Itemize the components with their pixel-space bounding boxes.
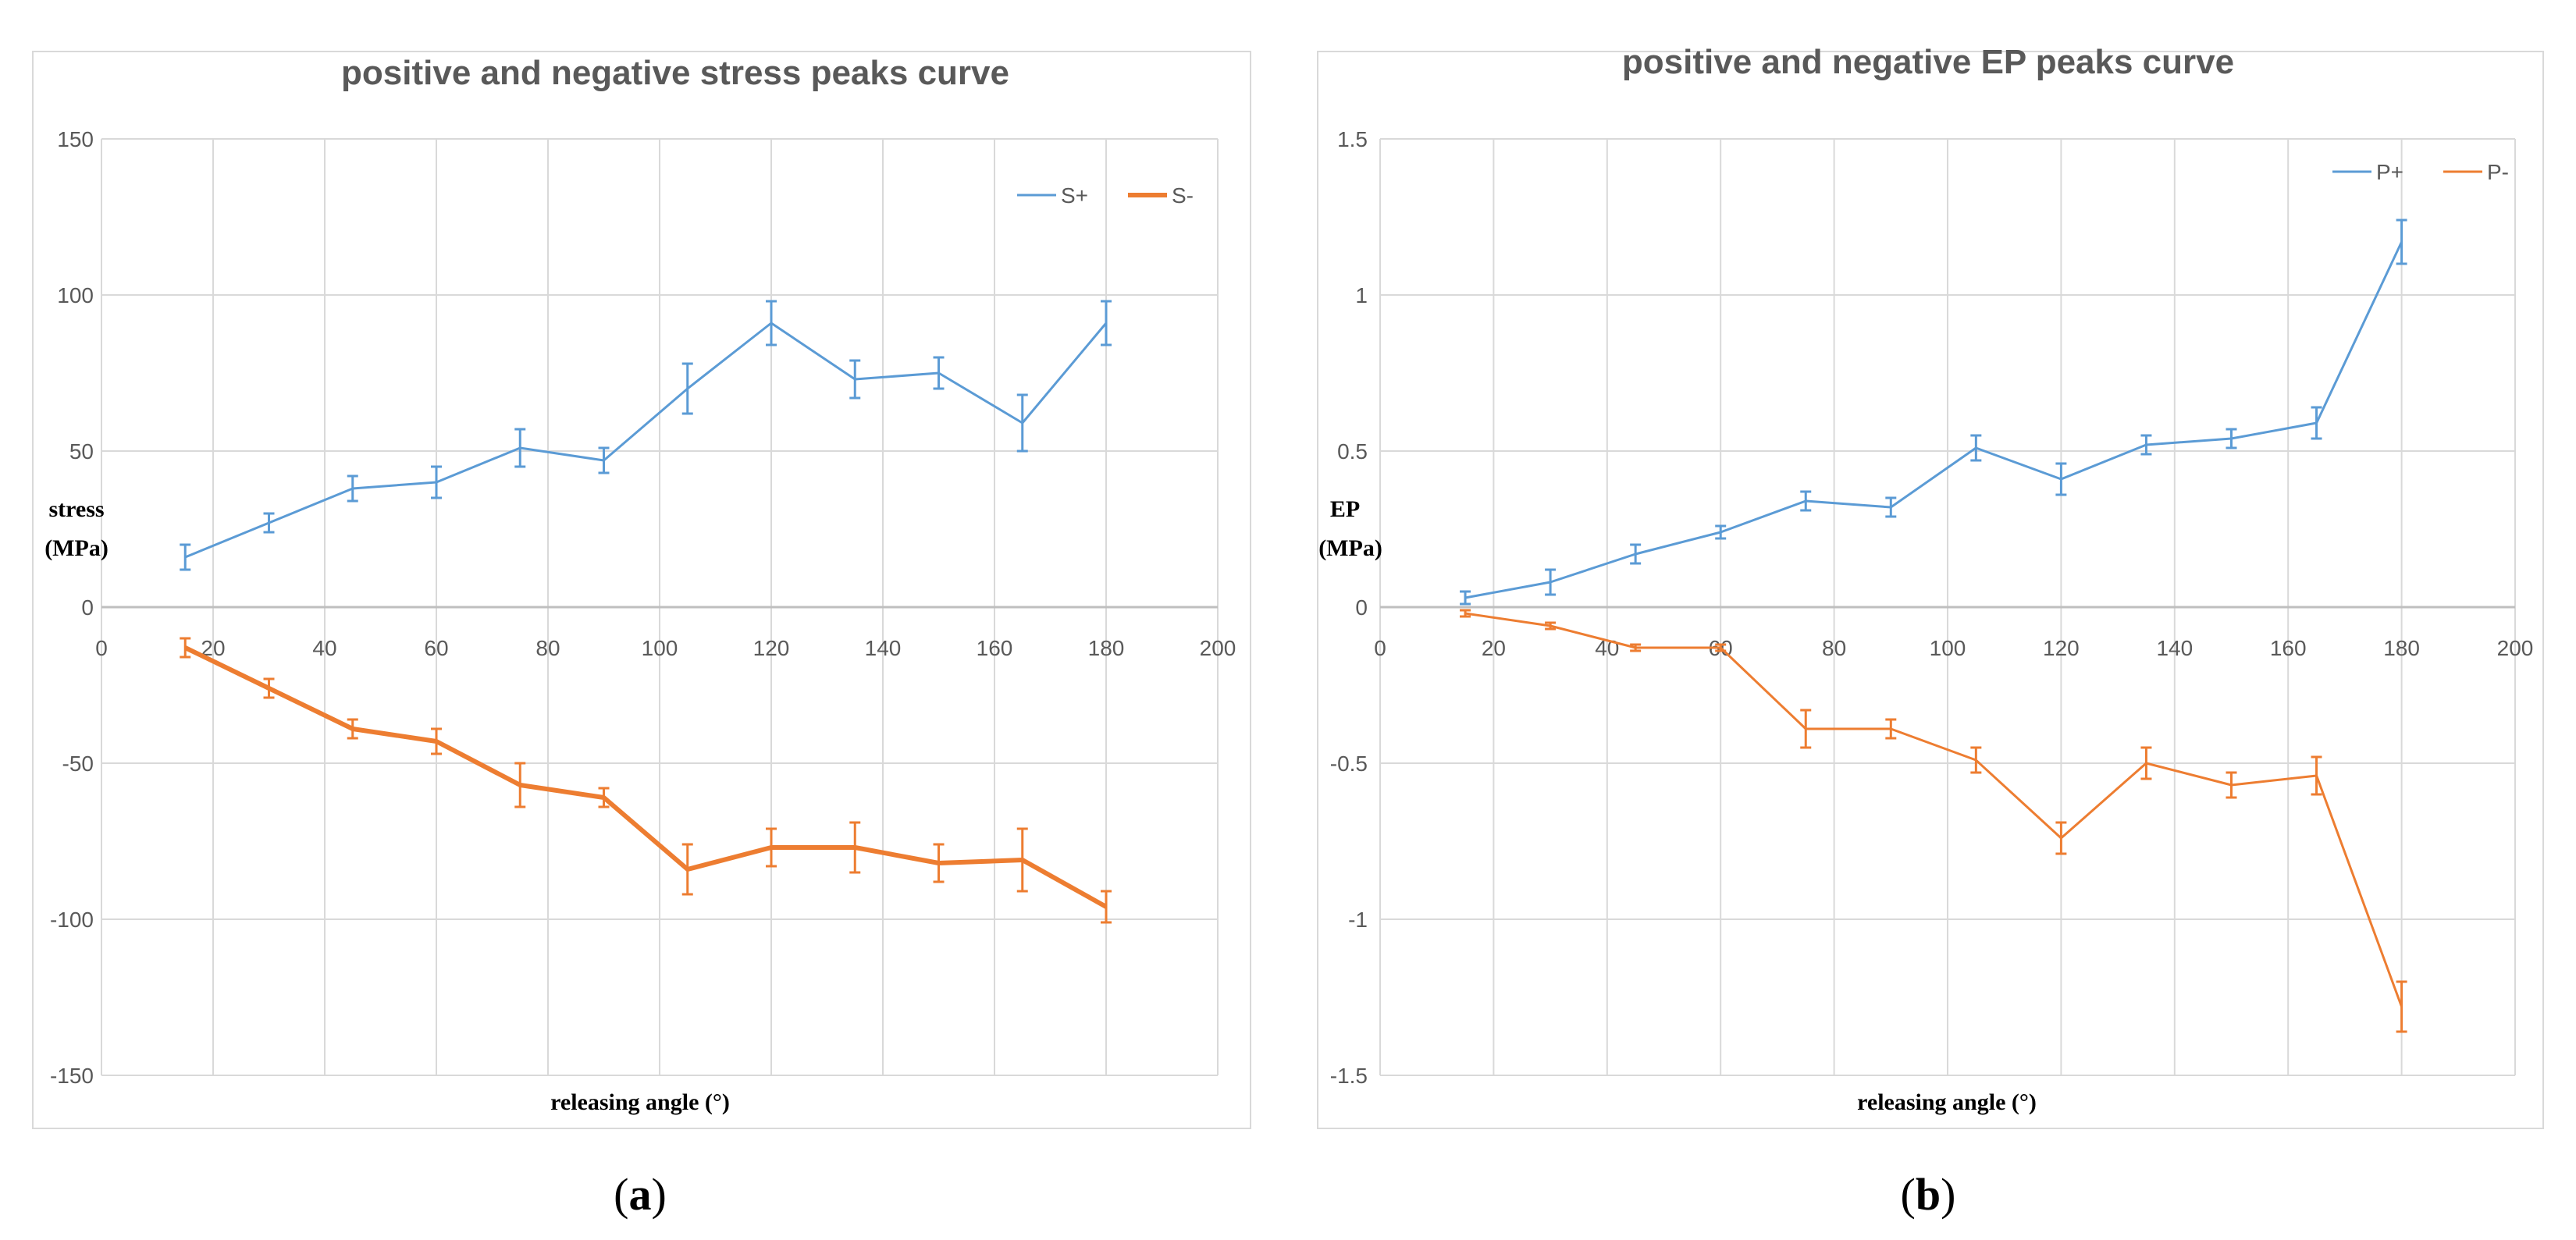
y-tick-label: -50 bbox=[62, 751, 94, 776]
series-line-P- bbox=[1464, 612, 2403, 1007]
x-tick-label: 120 bbox=[2043, 636, 2080, 660]
y-axis-label-line1: stress bbox=[48, 496, 104, 522]
legend-label-P-: P- bbox=[2487, 160, 2509, 184]
legend-label-S+: S+ bbox=[1061, 183, 1088, 208]
y-tick-label: 1 bbox=[1355, 283, 1368, 307]
x-tick-label: 140 bbox=[865, 636, 902, 660]
x-tick-label: 180 bbox=[2383, 636, 2420, 660]
series-line-S+ bbox=[184, 322, 1108, 559]
y-tick-label: 0 bbox=[1355, 595, 1368, 620]
x-tick-label: 80 bbox=[535, 636, 560, 660]
y-axis-label-line1: EP bbox=[1330, 496, 1360, 522]
y-tick-label: -100 bbox=[50, 908, 94, 932]
x-tick-label: 20 bbox=[1482, 636, 1506, 660]
x-axis-label: releasing angle (°) bbox=[550, 1089, 730, 1115]
y-tick-label: -0.5 bbox=[1330, 751, 1368, 776]
x-tick-label: 160 bbox=[2270, 636, 2307, 660]
x-tick-label: 0 bbox=[95, 636, 108, 660]
series-line-S- bbox=[183, 645, 1108, 909]
x-tick-label: 140 bbox=[2156, 636, 2193, 660]
chart-panel-ep: positive and negative EP peaks curve 1.5… bbox=[1317, 43, 2544, 1220]
panel-caption: (a) bbox=[614, 1169, 667, 1220]
y-axis-label-line2: (MPa) bbox=[1318, 535, 1382, 561]
x-tick-label: 0 bbox=[1374, 636, 1386, 660]
legend-label-P+: P+ bbox=[2376, 160, 2403, 184]
y-axis-label-line2: (MPa) bbox=[44, 535, 109, 561]
chart-panel-stress: positive and negative stress peaks curve… bbox=[32, 51, 1251, 1220]
y-tick-label: 50 bbox=[69, 439, 94, 464]
panel-caption: (b) bbox=[1901, 1169, 1956, 1220]
x-tick-label: 100 bbox=[1930, 636, 1966, 660]
y-tick-label: 1.5 bbox=[1337, 127, 1368, 151]
series-line-P+ bbox=[1464, 241, 2403, 599]
x-tick-label: 100 bbox=[642, 636, 678, 660]
x-tick-label: 120 bbox=[753, 636, 790, 660]
y-tick-label: 100 bbox=[57, 283, 94, 307]
chart-title: positive and negative stress peaks curve bbox=[341, 54, 1009, 92]
x-tick-label: 160 bbox=[977, 636, 1013, 660]
x-tick-label: 40 bbox=[312, 636, 336, 660]
legend-label-S-: S- bbox=[1172, 183, 1194, 208]
y-tick-label: -150 bbox=[50, 1064, 94, 1088]
x-tick-label: 180 bbox=[1088, 636, 1125, 660]
chart-title: positive and negative EP peaks curve bbox=[1622, 43, 2234, 81]
x-tick-label: 80 bbox=[1822, 636, 1846, 660]
y-tick-label: -1 bbox=[1348, 908, 1368, 932]
x-tick-label: 200 bbox=[2497, 636, 2534, 660]
x-tick-label: 60 bbox=[424, 636, 448, 660]
x-tick-label: 200 bbox=[1200, 636, 1236, 660]
y-tick-label: 0.5 bbox=[1337, 439, 1368, 464]
y-tick-label: 150 bbox=[57, 127, 94, 151]
x-axis-label: releasing angle (°) bbox=[1857, 1089, 2037, 1115]
y-tick-label: 0 bbox=[81, 595, 94, 620]
y-tick-label: -1.5 bbox=[1330, 1064, 1368, 1088]
